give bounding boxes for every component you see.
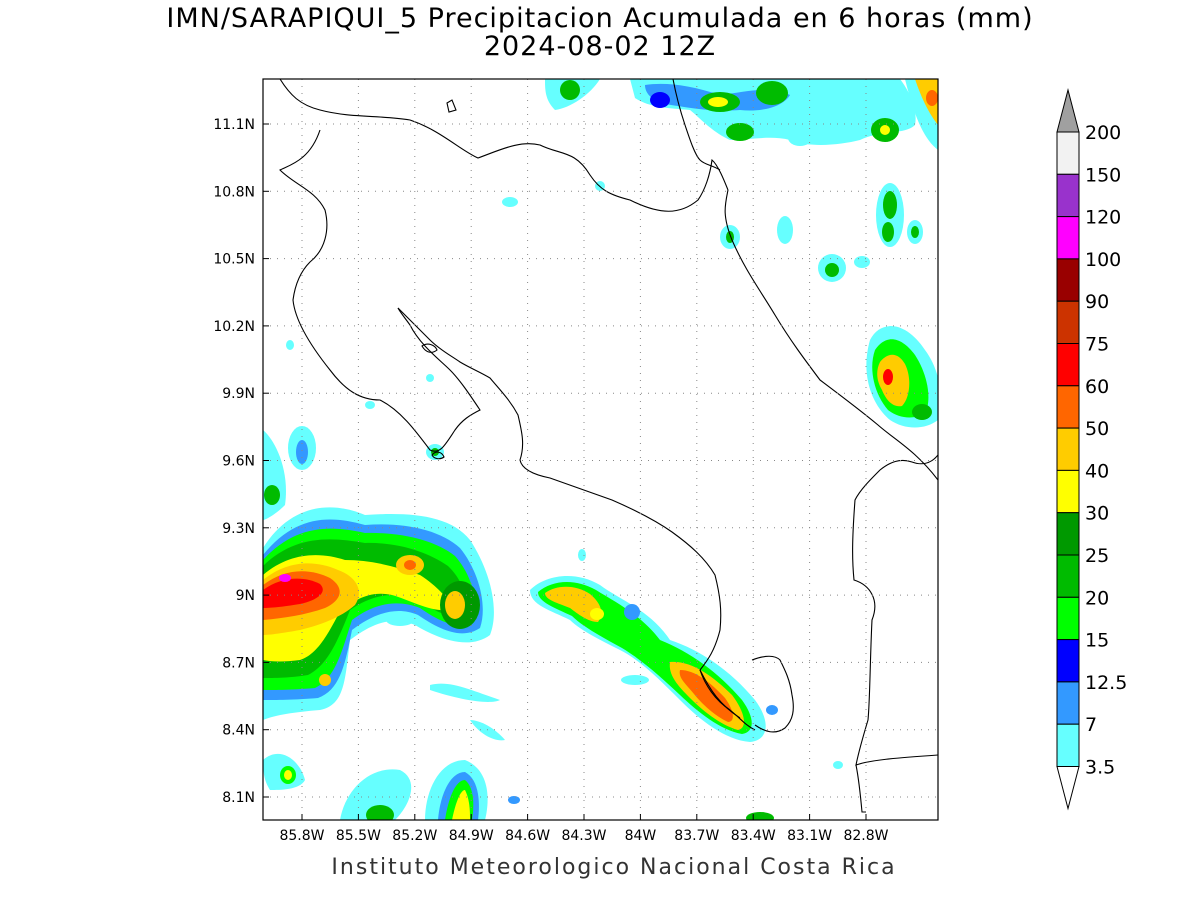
latitude-axis: 11.1N 10.8N 10.5N 10.2N 9.9N 9.6N 9.3N 9N 8.7N 8.… [213, 117, 269, 806]
lakes-islands [421, 99, 457, 460]
colorbar-under-arrow [1056, 766, 1080, 811]
lon-tick-label: 83.1W [787, 828, 832, 844]
longitude-axis: 85.8W 85.5W 85.2W 84.9W 84.6W 84.3W 84W 83.7W 83… [279, 814, 889, 844]
colorbar-swatch [1056, 216, 1080, 260]
lat-tick-label: 11.1N [213, 117, 255, 133]
map-title: IMN/SARAPIQUI_5 Precipitacion Acumulada … [166, 3, 1034, 34]
coastline [279, 79, 938, 813]
colorbar-swatch [1056, 554, 1080, 598]
lat-tick-label: 9.3N [222, 521, 255, 537]
colorbar-label: 3.5 [1085, 757, 1115, 779]
lon-tick-label: 84W [625, 828, 657, 844]
lon-tick-label: 83.4W [731, 828, 776, 844]
colorbar-label: 25 [1085, 545, 1109, 567]
colorbar-swatch [1056, 258, 1080, 302]
map-date: 2024-08-02 12Z [483, 31, 717, 62]
lon-tick-label: 84.6W [505, 828, 550, 844]
colorbar-swatch [1056, 343, 1080, 387]
colorbar-swatch [1056, 469, 1080, 514]
lat-tick-label: 10.8N [213, 184, 255, 200]
colorbar-label: 30 [1085, 503, 1109, 525]
colorbar-label: 90 [1085, 291, 1109, 313]
colorbar-over-arrow [1056, 88, 1080, 133]
colorbar-swatch [1056, 427, 1080, 471]
colorbar-label: 75 [1085, 334, 1109, 356]
lat-tick-label: 9.6N [222, 454, 255, 470]
colorbar-label: 7 [1085, 714, 1097, 736]
lat-tick-label: 10.2N [213, 319, 255, 335]
colorbar-swatch [1056, 681, 1080, 725]
lat-tick-label: 8.7N [222, 655, 255, 671]
lon-tick-label: 85.2W [392, 828, 437, 844]
colorbar-swatch [1056, 173, 1080, 218]
colorbar-swatch [1056, 385, 1080, 429]
colorbar-label: 120 [1085, 207, 1121, 229]
colorbar-label: 20 [1085, 587, 1109, 609]
lat-tick-label: 8.1N [222, 790, 255, 806]
colorbar-label: 200 [1085, 122, 1121, 144]
grid [263, 79, 938, 820]
colorbar-label: 60 [1085, 376, 1109, 398]
colorbar-swatch [1056, 596, 1080, 641]
colorbar-label: 50 [1085, 418, 1109, 440]
precipitation-field [263, 79, 938, 820]
footer-credit: Instituto Meteorologico Nacional Costa R… [331, 855, 897, 880]
lat-tick-label: 9.9N [222, 386, 255, 402]
colorbar: 200 150 120 100 90 75 60 50 40 30 25 20 15 12.5 7 3.5 [1056, 88, 1127, 811]
colorbar-swatch [1056, 512, 1080, 556]
colorbar-swatch [1056, 639, 1080, 683]
colorbar-label: 15 [1085, 630, 1109, 652]
lon-tick-label: 83.7W [674, 828, 719, 844]
colorbar-label: 12.5 [1085, 672, 1127, 694]
colorbar-swatch [1056, 723, 1080, 768]
lat-tick-label: 8.4N [222, 723, 255, 739]
lon-tick-label: 84.3W [561, 828, 606, 844]
colorbar-swatch [1056, 300, 1080, 345]
colorbar-swatch [1056, 131, 1080, 175]
lon-tick-label: 82.8W [843, 828, 888, 844]
colorbar-label: 100 [1085, 249, 1121, 271]
colorbar-label: 40 [1085, 460, 1109, 482]
map-frame [262, 78, 939, 821]
lat-tick-label: 9N [236, 588, 255, 604]
lat-tick-label: 10.5N [213, 252, 255, 268]
colorbar-label: 150 [1085, 164, 1121, 186]
lon-tick-label: 85.8W [279, 828, 324, 844]
lon-tick-label: 85.5W [336, 828, 381, 844]
lon-tick-label: 84.9W [449, 828, 494, 844]
